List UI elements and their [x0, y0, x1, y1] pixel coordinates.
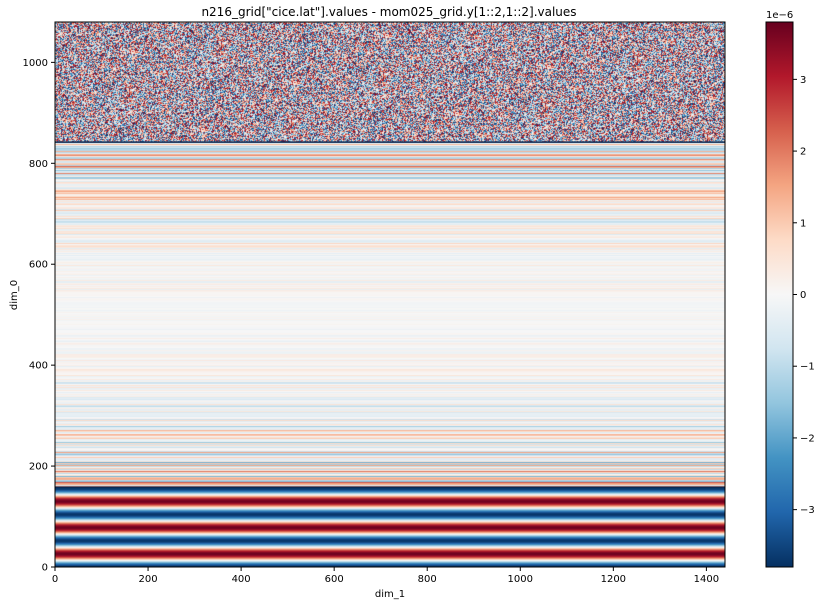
y-tick-label: 1000 — [23, 58, 48, 69]
x-tick-label: 400 — [232, 574, 251, 585]
x-tick-label: 0 — [52, 574, 58, 585]
colorbar-tick-label: −2 — [800, 433, 815, 444]
x-axis-ticks: 0 200 400 600 800 1000 1200 1400 — [52, 567, 719, 585]
region-boundaries — [55, 141, 725, 489]
colorbar-offset-text: 1e−6 — [766, 10, 793, 21]
x-tick-label: 1200 — [601, 574, 626, 585]
colorbar-tick-label: 3 — [800, 75, 806, 86]
colorbar-gradient — [765, 21, 794, 568]
colorbar-tick-label: 0 — [800, 290, 806, 301]
y-tick-label: 600 — [29, 260, 48, 271]
y-tick-label: 0 — [42, 563, 48, 574]
chart-title: n216_grid["cice.lat"].values - mom025_gr… — [201, 5, 576, 19]
x-tick-label: 600 — [325, 574, 344, 585]
y-axis-ticks: 0 200 400 600 800 1000 — [23, 58, 55, 574]
x-tick-label: 800 — [418, 574, 437, 585]
x-tick-label: 1000 — [508, 574, 533, 585]
colorbar: −3 −2 −1 0 1 2 3 1e−6 — [765, 10, 815, 568]
colorbar-tick-label: −3 — [800, 505, 815, 516]
y-tick-label: 800 — [29, 159, 48, 170]
colorbar-ticks: −3 −2 −1 0 1 2 3 — [793, 75, 815, 516]
y-tick-label: 200 — [29, 462, 48, 473]
colorbar-tick-label: 2 — [800, 147, 806, 158]
plot-frame — [54, 21, 726, 568]
y-axis-label: dim_0 — [9, 280, 20, 310]
y-tick-label: 400 — [29, 361, 48, 372]
heatmap-image — [55, 22, 725, 567]
colorbar-tick-label: −1 — [800, 362, 815, 373]
x-tick-label: 200 — [139, 574, 158, 585]
plot-area — [54, 21, 726, 568]
x-axis-label: dim_1 — [375, 589, 405, 600]
x-tick-label: 1400 — [694, 574, 719, 585]
colorbar-tick-label: 1 — [800, 218, 806, 229]
